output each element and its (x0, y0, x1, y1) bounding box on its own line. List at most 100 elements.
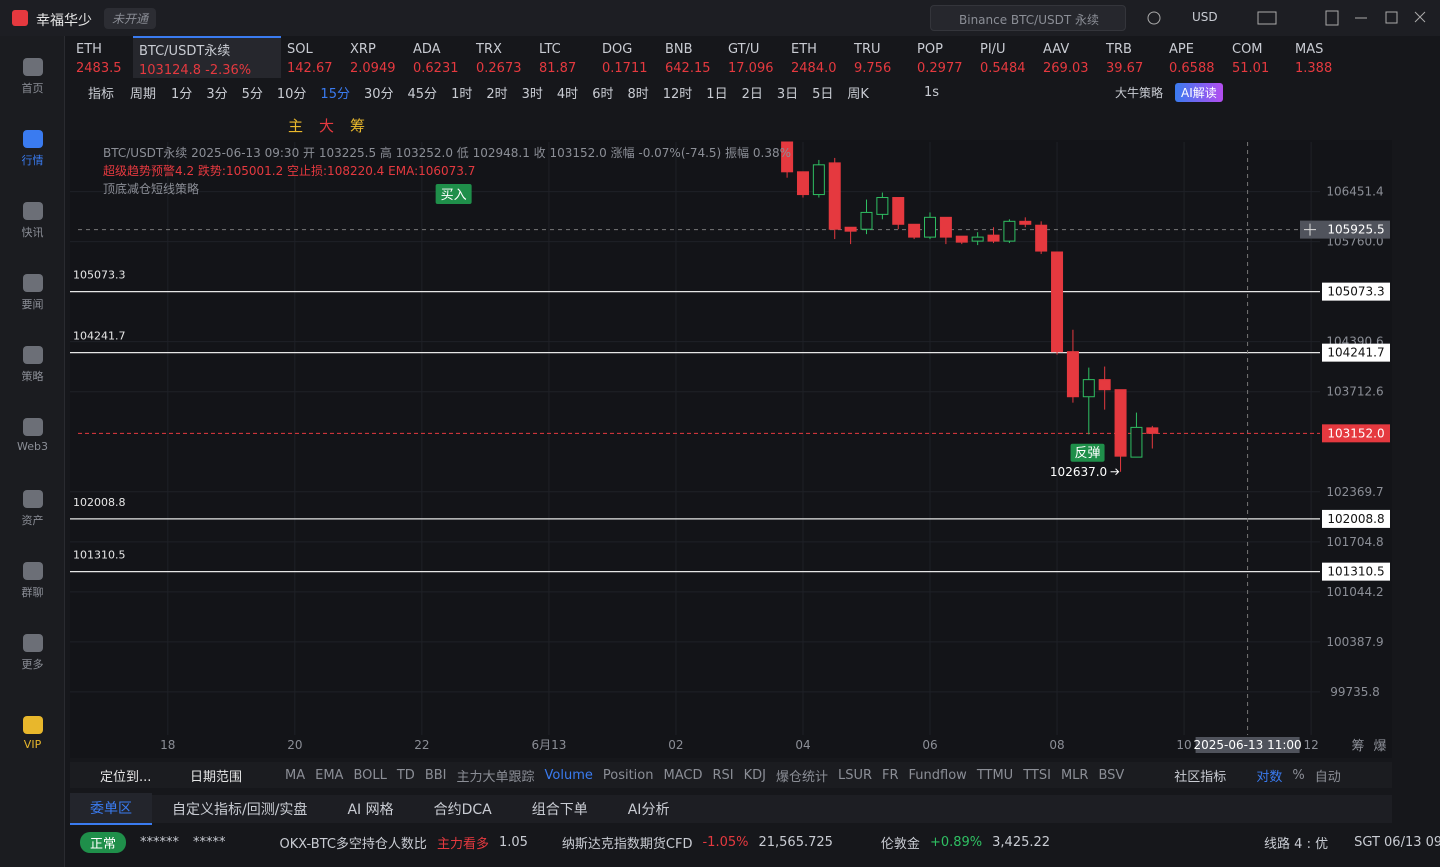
sidebar-icon (22, 418, 43, 436)
ticker[interactable]: ETH 2483.5 (70, 36, 133, 78)
indicator-item[interactable]: LSUR (837, 767, 873, 783)
tab[interactable]: 组合下单 (531, 802, 588, 818)
ticker[interactable]: SOL 142.67 (281, 36, 344, 78)
sidebar-item[interactable]: 策略 (0, 346, 65, 384)
interval[interactable]: 周K (847, 86, 869, 102)
crosshair-x-label: 2025-06-13 11:00 (1194, 738, 1302, 752)
range-button[interactable]: 日期范围 (190, 769, 243, 785)
ticker[interactable]: APE 0.6588 (1163, 36, 1226, 78)
price-level-label: 104241.7 (73, 330, 126, 343)
auto-toggle[interactable]: 自动 (1314, 769, 1341, 785)
community-indicators[interactable]: 社区指标 (1174, 769, 1227, 785)
interval[interactable]: 3时 (521, 86, 543, 102)
sidebar-item[interactable]: 首页 (0, 58, 65, 96)
strategy-button[interactable]: 大牛策略 (1115, 85, 1164, 100)
ticker[interactable]: TRU 9.756 (848, 36, 911, 78)
sidebar-item[interactable]: 资产 (0, 490, 65, 528)
currency[interactable]: USD (1192, 10, 1218, 24)
tab[interactable]: AI 网格 (347, 802, 394, 818)
sidebar-item[interactable]: 行情 (0, 130, 65, 168)
candle-body (812, 164, 825, 196)
interval[interactable]: 5日 (812, 86, 834, 102)
indicator-item[interactable]: 爆仓统计 (775, 769, 828, 785)
interval[interactable]: 1时 (451, 86, 473, 102)
indicator-item[interactable]: RSI (712, 767, 734, 783)
ticker[interactable]: BTC/USDT永续 103124.8 -2.36% (133, 36, 281, 78)
sidebar-item[interactable]: 要闻 (0, 274, 65, 312)
indicator-item[interactable]: MACD (663, 767, 703, 783)
interval[interactable]: 4时 (556, 86, 579, 102)
interval[interactable]: 12时 (662, 86, 693, 102)
indicator-item[interactable]: Fundflow (908, 767, 967, 783)
ticker[interactable]: AAV 269.03 (1037, 36, 1100, 78)
interval[interactable]: 2日 (741, 86, 763, 102)
overlay-toggle[interactable]: 大 (319, 116, 335, 135)
indicator-item[interactable]: EMA (315, 767, 344, 783)
sidebar-item[interactable]: Web3 (0, 418, 65, 453)
indicator-item[interactable]: BOLL (353, 767, 387, 783)
ticker[interactable]: BNB 642.15 (659, 36, 722, 78)
percent-toggle[interactable]: % (1292, 767, 1305, 783)
log-toggle[interactable]: 对数 (1256, 769, 1283, 785)
interval[interactable]: 8时 (627, 86, 649, 102)
ticker[interactable]: PI/U 0.5484 (974, 36, 1037, 78)
interval[interactable]: 1日 (706, 86, 728, 102)
axis-tool[interactable]: 爆 (1373, 739, 1386, 754)
sidebar-item[interactable]: 群聊 (0, 562, 65, 600)
ticker[interactable]: LTC 81.87 (533, 36, 596, 78)
period-button[interactable]: 周期 (130, 86, 157, 102)
indicator-item[interactable]: TD (396, 767, 415, 783)
ai-button[interactable]: AI解读 (1175, 82, 1223, 102)
ticker[interactable]: ETH 2484.0 (785, 36, 848, 78)
badge[interactable]: 未开通 (104, 8, 157, 29)
indicator-item[interactable]: MLR (1060, 767, 1089, 783)
ticker[interactable]: DOG 0.1711 (596, 36, 659, 78)
ticker[interactable]: MAS 1.388 (1289, 36, 1352, 78)
sidebar-item[interactable]: 快讯 (0, 202, 65, 240)
indicator-item[interactable]: BSV (1098, 767, 1125, 783)
tab[interactable]: 合约DCA (433, 802, 492, 818)
ticker[interactable]: TRB 39.67 (1100, 36, 1163, 78)
interval[interactable]: 30分 (363, 86, 394, 102)
ticker[interactable]: POP 0.2977 (911, 36, 974, 78)
interval[interactable]: 5分 (241, 86, 263, 102)
interval[interactable]: 15分 (320, 86, 350, 102)
interval[interactable]: 10分 (276, 86, 307, 102)
tab[interactable]: 委单区 (70, 793, 152, 825)
indicator-item[interactable]: 主力大单跟踪 (456, 769, 535, 785)
interval[interactable]: 1分 (171, 86, 193, 102)
ratio-name: OKX-BTC多空持仓人数比 (279, 836, 427, 852)
x-tick-label: 04 (795, 738, 810, 752)
interval[interactable]: 6时 (592, 86, 614, 102)
interval[interactable]: 3日 (776, 86, 799, 102)
indicator-button[interactable]: 指标 (88, 86, 115, 102)
second-interval[interactable]: 1s (923, 84, 939, 100)
overlay-toggle[interactable]: 主 (288, 116, 304, 135)
sidebar-item[interactable]: 更多 (0, 634, 65, 672)
sidebar-item[interactable]: VIP (0, 716, 65, 751)
indicator-item[interactable]: TTMU (976, 767, 1014, 783)
indicator-item[interactable]: FR (882, 767, 899, 783)
indicator-item[interactable]: Position (602, 767, 654, 783)
ticker[interactable]: COM 51.01 (1226, 36, 1289, 78)
axis-tool[interactable]: 筹 (1351, 738, 1364, 754)
indicator-item[interactable]: MA (285, 767, 306, 783)
ticker[interactable]: XRP 2.0949 (344, 36, 407, 78)
ticker[interactable]: GT/U 17.096 (722, 36, 785, 78)
interval[interactable]: 45分 (407, 86, 438, 102)
interval[interactable]: 3分 (206, 86, 228, 102)
interval[interactable]: 2时 (486, 86, 508, 102)
indicator-item[interactable]: BBI (424, 767, 447, 783)
indicator-item[interactable]: TTSI (1023, 767, 1051, 783)
ticker[interactable]: ADA 0.6231 (407, 36, 470, 78)
overlay-toggle[interactable]: 筹 (350, 116, 366, 135)
tab[interactable]: AI分析 (627, 802, 670, 818)
ticker[interactable]: TRX 0.2673 (470, 36, 533, 78)
tab[interactable]: 自定义指标/回测/实盘 (172, 802, 308, 818)
indicator-item[interactable]: Volume (544, 767, 593, 783)
indicator-item[interactable]: KDJ (743, 767, 766, 783)
x-tick-label: 6月13 (531, 738, 566, 752)
ticker-symbol: MAS (1295, 42, 1324, 57)
search[interactable]: Binance BTC/USDT 永续 (930, 5, 1126, 31)
locate-button[interactable]: 定位到... (100, 769, 152, 785)
